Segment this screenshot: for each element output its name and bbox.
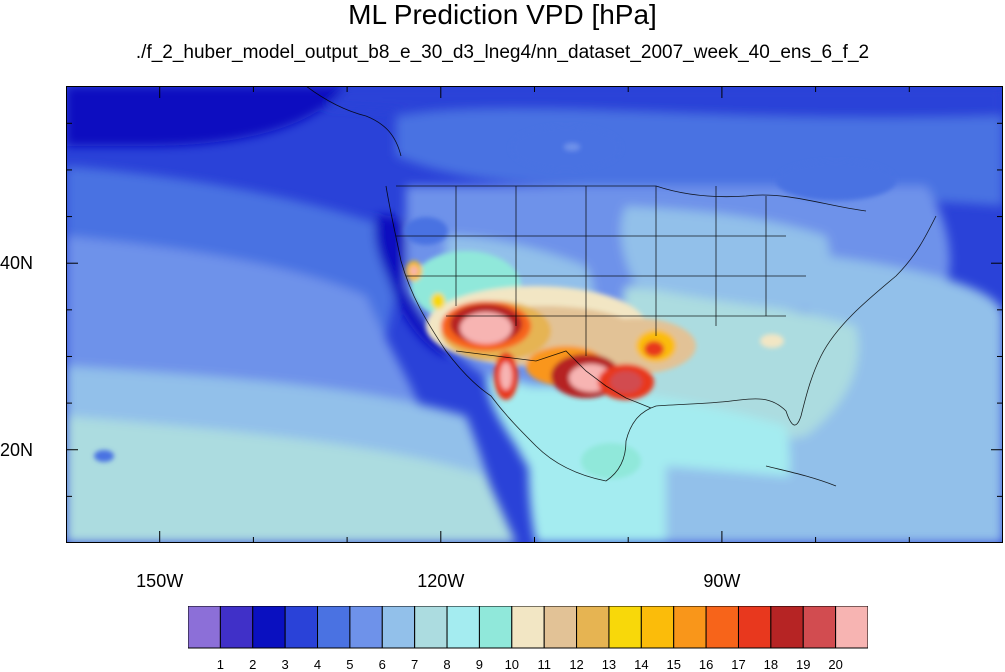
vpd-map [66, 86, 1003, 543]
colorbar-swatch [576, 606, 610, 649]
colorbar-label: 6 [378, 657, 386, 672]
colorbar-swatch [478, 606, 513, 649]
colorbar-swatch [317, 606, 351, 649]
field-mexico [486, 376, 630, 536]
field-cal-coast-14 [431, 293, 445, 309]
field-pacific-8 [66, 416, 516, 543]
colorbar-swatch [511, 606, 545, 649]
coastline-gulf [605, 215, 937, 482]
colorbar-swatch [446, 606, 480, 649]
field-cal-20 [460, 312, 512, 344]
colorbar-label: 11 [537, 657, 551, 672]
field-caribbean [666, 466, 1003, 543]
coastline-pacific [385, 185, 607, 482]
colorbar-swatch [543, 606, 578, 649]
colorbar-label: 20 [828, 657, 843, 672]
border-states-1 [455, 186, 767, 356]
colorbar-label: 9 [475, 657, 484, 672]
colorbar-swatch [349, 606, 383, 649]
coastline-cuba [765, 465, 837, 487]
field-texas-17 [644, 341, 664, 357]
colorbar-label: 15 [666, 657, 681, 672]
colorbar-swatch [381, 606, 416, 649]
colorbar-swatch [802, 606, 837, 649]
colorbar-label: 4 [313, 657, 322, 672]
colorbar-label: 7 [411, 657, 419, 672]
field-cal-coast-20 [410, 266, 418, 276]
field-southeast-11 [760, 334, 784, 348]
field-hawaii [94, 450, 114, 462]
map-subtitle: ./f_2_huber_model_output_b8_e_30_d3_lneg… [135, 42, 870, 63]
lon-label: 90W [703, 571, 741, 591]
colorbar-label: 10 [504, 657, 520, 672]
colorbar-swatch [608, 606, 642, 649]
lon-label: 120W [417, 571, 465, 591]
colorbar-swatch [770, 606, 804, 649]
colorbar-label: 2 [249, 657, 257, 672]
colorbar-label: 13 [601, 657, 617, 672]
colorbar [188, 606, 868, 649]
colorbar-label: 19 [796, 657, 811, 672]
colorbar-swatch [640, 606, 675, 649]
field-baja-20 [500, 362, 512, 390]
colorbar-label: 16 [698, 657, 714, 672]
colorbar-label: 3 [281, 657, 289, 672]
colorbar-label: 17 [731, 657, 746, 672]
coastline-alaska [305, 86, 402, 157]
colorbar-swatch [284, 606, 319, 649]
colorbar-swatch [737, 606, 772, 649]
colorbar-label: 18 [763, 657, 779, 672]
field-midwest [620, 206, 830, 311]
lon-label: 150W [136, 571, 184, 591]
field-pnw [404, 217, 448, 245]
colorbar-swatch [252, 606, 286, 649]
lat-label: 20N [0, 439, 34, 460]
colorbar-swatch [188, 606, 221, 649]
colorbar-swatch [219, 606, 254, 649]
field-yucatan-10 [581, 443, 641, 479]
colorbar-label: 5 [346, 657, 354, 672]
colorbar-label: 14 [634, 657, 649, 672]
colorbar-swatch [835, 606, 868, 649]
lat-label: 40N [0, 253, 34, 274]
colorbar-swatch [673, 606, 707, 649]
colorbar-label: 1 [216, 657, 224, 672]
field-hudson-low [776, 161, 896, 201]
map-title: ML Prediction VPD [hPa] [348, 0, 657, 30]
border-us-canada [396, 185, 867, 212]
colorbar-swatch [414, 606, 448, 649]
colorbar-label: 12 [569, 657, 584, 672]
colorbar-swatch [705, 606, 739, 649]
field-coahuila-19 [610, 371, 642, 393]
border-us-mexico [455, 350, 652, 409]
colorbar-labels: 1 2 3 4 5 6 7 8 9 10 11 12 13 14 15 16 17 18 19 20 [188, 657, 888, 672]
border-states-2 [396, 235, 806, 317]
colorbar-label: 8 [443, 657, 451, 672]
field-northwest-deep [66, 86, 346, 146]
field-bay-high [564, 143, 580, 151]
